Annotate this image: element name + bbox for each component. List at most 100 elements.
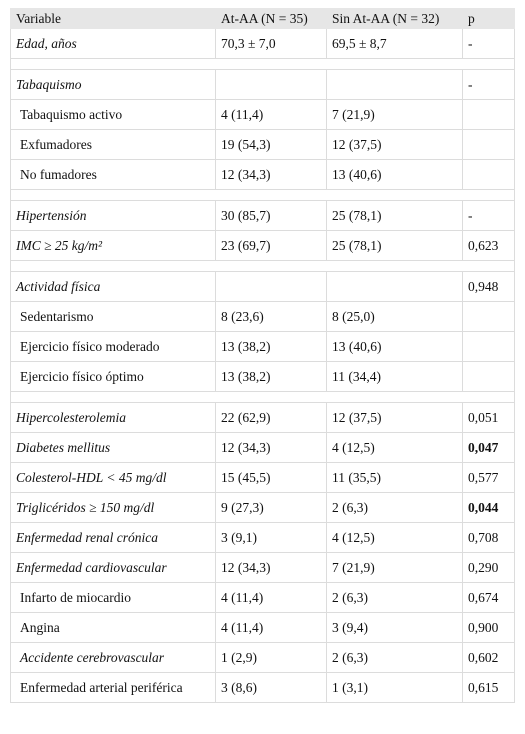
variable-cell: Infarto de miocardio [10,582,216,613]
spacer-cell [10,391,515,403]
table-body: Variable At-AA (N = 35) Sin At-AA (N = 32)… [10,8,515,703]
variable-cell: Colesterol-HDL < 45 mg/dl [10,462,216,493]
value-cell: 12 (34,3) [215,552,327,583]
table-row: Ejercicio físico moderado 13 (38,2) 13 (40… [10,331,515,362]
value-cell: 7 (21,9) [326,99,463,130]
variable-cell: Edad, años [10,28,216,59]
variable-cell: Diabetes mellitus [10,432,216,463]
p-value-cell [462,129,515,160]
variable-cell: Actividad física [10,271,216,302]
spacer-cell [10,260,515,272]
value-cell: 4 (12,5) [326,432,463,463]
table-row: Hipercolesterolemia 22 (62,9) 12 (37,5) 0,0… [10,402,515,433]
table-row: Diabetes mellitus 12 (34,3) 4 (12,5) 0,047 [10,432,515,463]
variable-cell: Hipercolesterolemia [10,402,216,433]
header-cell: At-AA (N = 35) [215,8,327,29]
variable-cell: IMC ≥ 25 kg/m² [10,230,216,261]
p-value-cell [462,99,515,130]
variable-cell: Tabaquismo [10,69,216,100]
p-value-cell: 0,900 [462,612,515,643]
variable-cell: Enfermedad arterial periférica [10,672,216,703]
p-value-cell: 0,708 [462,522,515,553]
p-value-cell: 0,290 [462,552,515,583]
table-row: Ejercicio físico óptimo 13 (38,2) 11 (34,4… [10,361,515,392]
variable-cell: Ejercicio físico óptimo [10,361,216,392]
p-value-cell: 0,047 [462,432,515,463]
variable-cell: Accidente cerebrovascular [10,642,216,673]
header-cell: Variable [10,8,216,29]
table-row: Enfermedad cardiovascular 12 (34,3) 7 (21,… [10,552,515,583]
variable-cell: No fumadores [10,159,216,190]
p-value-cell [462,301,515,332]
table-row: No fumadores 12 (34,3) 13 (40,6) [10,159,515,190]
value-cell: 3 (9,4) [326,612,463,643]
variable-cell: Enfermedad cardiovascular [10,552,216,583]
value-cell [215,271,327,302]
table-row: Tabaquismo activo 4 (11,4) 7 (21,9) [10,99,515,130]
p-value-cell: 0,623 [462,230,515,261]
value-cell: 2 (6,3) [326,492,463,523]
variable-cell: Ejercicio físico moderado [10,331,216,362]
header-cell: p [462,8,515,29]
table-row: Exfumadores 19 (54,3) 12 (37,5) [10,129,515,160]
value-cell: 7 (21,9) [326,552,463,583]
variable-cell: Tabaquismo activo [10,99,216,130]
data-table: Variable At-AA (N = 35) Sin At-AA (N = 32)… [10,8,515,703]
value-cell: 25 (78,1) [326,200,463,231]
spacer-row [10,58,515,70]
value-cell: 12 (34,3) [215,159,327,190]
p-value-cell: 0,602 [462,642,515,673]
p-value-cell: 0,948 [462,271,515,302]
variable-cell: Exfumadores [10,129,216,160]
table-row: Angina 4 (11,4) 3 (9,4) 0,900 [10,612,515,643]
p-value-cell [462,331,515,362]
table-row: Enfermedad renal crónica 3 (9,1) 4 (12,5) 0… [10,522,515,553]
table-row: IMC ≥ 25 kg/m² 23 (69,7) 25 (78,1) 0,623 [10,230,515,261]
value-cell: 12 (37,5) [326,402,463,433]
spacer-cell [10,189,515,201]
value-cell: 3 (9,1) [215,522,327,553]
value-cell: 23 (69,7) [215,230,327,261]
value-cell: 22 (62,9) [215,402,327,433]
value-cell: 2 (6,3) [326,642,463,673]
value-cell [215,69,327,100]
value-cell: 4 (11,4) [215,612,327,643]
table-row: Enfermedad arterial periférica 3 (8,6) 1 (… [10,672,515,703]
value-cell: 12 (34,3) [215,432,327,463]
spacer-row [10,189,515,201]
variable-cell: Sedentarismo [10,301,216,332]
p-value-cell [462,361,515,392]
p-value-cell: 0,674 [462,582,515,613]
table-row: Sedentarismo 8 (23,6) 8 (25,0) [10,301,515,332]
value-cell: 70,3 ± 7,0 [215,28,327,59]
value-cell: 1 (2,9) [215,642,327,673]
table-row: Infarto de miocardio 4 (11,4) 2 (6,3) 0,674 [10,582,515,613]
value-cell [326,271,463,302]
value-cell: 11 (35,5) [326,462,463,493]
value-cell: 13 (40,6) [326,159,463,190]
table-row: Edad, años 70,3 ± 7,0 69,5 ± 8,7- [10,28,515,59]
value-cell: 4 (11,4) [215,99,327,130]
value-cell: 1 (3,1) [326,672,463,703]
p-value-cell: 0,051 [462,402,515,433]
value-cell: 3 (8,6) [215,672,327,703]
value-cell: 9 (27,3) [215,492,327,523]
table-row: Colesterol-HDL < 45 mg/dl 15 (45,5) 11 (35… [10,462,515,493]
value-cell: 8 (25,0) [326,301,463,332]
spacer-row [10,260,515,272]
variable-cell: Angina [10,612,216,643]
p-value-cell: - [462,69,515,100]
value-cell: 13 (40,6) [326,331,463,362]
table-row: Tabaquismo - [10,69,515,100]
p-value-cell: 0,577 [462,462,515,493]
variable-cell: Hipertensión [10,200,216,231]
value-cell: 30 (85,7) [215,200,327,231]
table-row: Triglicéridos ≥ 150 mg/dl 9 (27,3) 2 (6,3)… [10,492,515,523]
p-value-cell: 0,044 [462,492,515,523]
value-cell: 69,5 ± 8,7 [326,28,463,59]
value-cell: 8 (23,6) [215,301,327,332]
value-cell: 13 (38,2) [215,331,327,362]
spacer-row [10,391,515,403]
table-row: Accidente cerebrovascular 1 (2,9) 2 (6,3) 0… [10,642,515,673]
